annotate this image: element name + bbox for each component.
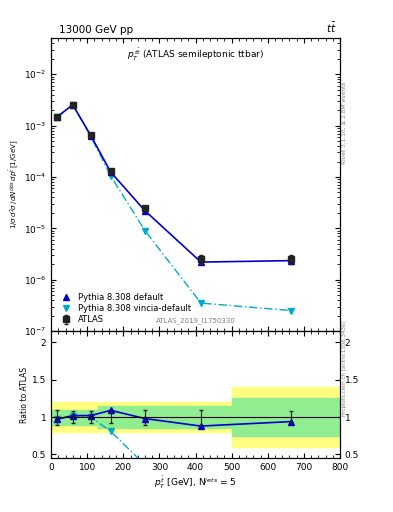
Pythia 8.308 default <box>143 208 147 214</box>
Pythia 8.308 default <box>289 258 294 264</box>
Pythia 8.308 default <box>108 169 113 175</box>
Pythia 8.308 default <box>54 114 59 120</box>
Pythia 8.308 vincia-default <box>198 300 203 306</box>
Text: Rivet 3.1.10, ≥ 2.8M events: Rivet 3.1.10, ≥ 2.8M events <box>342 81 347 164</box>
X-axis label: $p^{\bar{t}}_{T}$ [GeV], N$^{jets}$ = 5: $p^{\bar{t}}_{T}$ [GeV], N$^{jets}$ = 5 <box>154 475 237 491</box>
Text: $t\bar{t}$: $t\bar{t}$ <box>325 20 336 35</box>
Pythia 8.308 vincia-default <box>88 133 93 139</box>
Text: 13000 GeV pp: 13000 GeV pp <box>59 25 133 35</box>
Y-axis label: $1 / \sigma \, d^2\!\sigma \, / \, dN^{obs} \, dp^{\bar{t}} \, [1/\mathrm{GeV}]$: $1 / \sigma \, d^2\!\sigma \, / \, dN^{o… <box>7 140 21 229</box>
Pythia 8.308 vincia-default <box>108 173 113 179</box>
Pythia 8.308 vincia-default <box>54 114 59 120</box>
Pythia 8.308 default <box>88 133 93 139</box>
Pythia 8.308 default <box>198 259 203 265</box>
Text: $p_T^{\,t\bar{t}}$ (ATLAS semileptonic ttbar): $p_T^{\,t\bar{t}}$ (ATLAS semileptonic t… <box>127 47 264 63</box>
Pythia 8.308 vincia-default <box>143 228 147 234</box>
Text: mcplots.cern.ch [arXiv:1306.3436]: mcplots.cern.ch [arXiv:1306.3436] <box>342 321 347 416</box>
Y-axis label: Ratio to ATLAS: Ratio to ATLAS <box>20 367 29 423</box>
Pythia 8.308 vincia-default <box>70 102 75 108</box>
Legend: Pythia 8.308 default, Pythia 8.308 vincia-default, ATLAS: Pythia 8.308 default, Pythia 8.308 vinci… <box>55 291 193 327</box>
Line: Pythia 8.308 default: Pythia 8.308 default <box>53 102 294 265</box>
Text: ATLAS_2019_I1750330: ATLAS_2019_I1750330 <box>156 317 235 324</box>
Pythia 8.308 default <box>70 102 75 108</box>
Line: Pythia 8.308 vincia-default: Pythia 8.308 vincia-default <box>53 102 294 314</box>
Pythia 8.308 vincia-default <box>289 308 294 314</box>
